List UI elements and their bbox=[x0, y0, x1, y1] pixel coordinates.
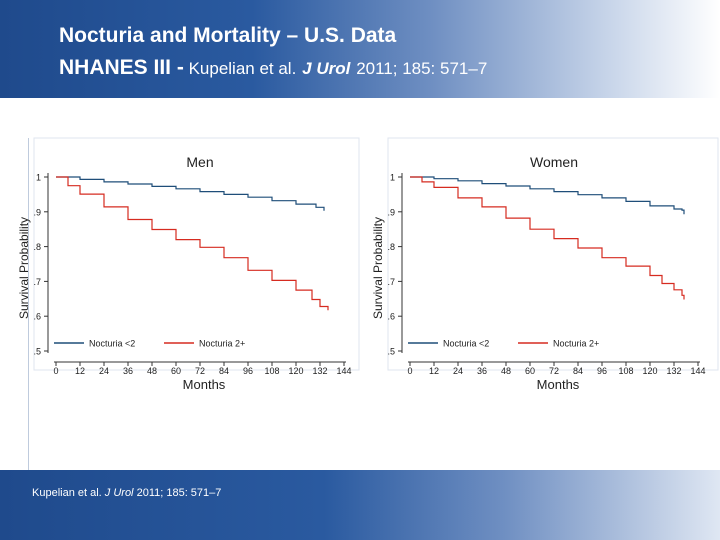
chart-panel-1: Women .5 .6 .7 .8 .9 1 0 12 24 36 48 60 72 84 96 108 120 1… bbox=[371, 137, 719, 392]
y-axis-label: Survival Probability bbox=[17, 217, 31, 319]
x-tick-label: 72 bbox=[195, 366, 205, 376]
y-tick-label: .9 bbox=[33, 207, 41, 217]
series-line-1 bbox=[410, 176, 685, 300]
y-axis-label: Survival Probability bbox=[371, 217, 385, 319]
y-tick-label: .6 bbox=[33, 312, 41, 322]
chart-frame bbox=[33, 137, 360, 371]
chart-title: Women bbox=[530, 154, 578, 170]
x-tick-label: 24 bbox=[99, 366, 109, 376]
x-tick-label: 108 bbox=[264, 366, 279, 376]
legend-label: Nocturia <2 bbox=[89, 339, 135, 349]
x-axis-label: Months bbox=[537, 377, 580, 392]
subtitle-authors: Kupelian et al. bbox=[183, 59, 297, 78]
x-tick-label: 144 bbox=[690, 366, 705, 376]
x-tick-label: 48 bbox=[501, 366, 511, 376]
x-axis-label: Months bbox=[183, 377, 226, 392]
y-tick-label: .9 bbox=[387, 207, 395, 217]
series-line-0 bbox=[56, 176, 325, 211]
x-tick-label: 120 bbox=[642, 366, 657, 376]
left-divider-line bbox=[28, 138, 29, 470]
subtitle-bold: NHANES III - bbox=[59, 56, 184, 79]
title-banner bbox=[0, 0, 720, 98]
chart-title: Men bbox=[186, 154, 213, 170]
x-tick-label: 12 bbox=[429, 366, 439, 376]
series-line-1 bbox=[56, 176, 329, 311]
x-tick-label: 144 bbox=[336, 366, 351, 376]
x-tick-label: 12 bbox=[75, 366, 85, 376]
x-tick-label: 24 bbox=[453, 366, 463, 376]
x-tick-label: 36 bbox=[123, 366, 133, 376]
survival-charts: Men.5.6.7.8.910 12 24 36 48 60 72 84 96 108 120 132… bbox=[17, 137, 719, 392]
y-tick-label: .5 bbox=[33, 347, 41, 357]
legend-label: Nocturia 2+ bbox=[199, 339, 245, 349]
legend-label: Nocturia 2+ bbox=[553, 339, 599, 349]
x-tick-label: 36 bbox=[477, 366, 487, 376]
y-tick-label: .8 bbox=[387, 242, 395, 252]
chart-panel-0: Men .5 .6 .7 .8 .9 1 0 12 24 36 48 60 72 84 96 108 120 132… bbox=[17, 137, 360, 392]
x-tick-label: 84 bbox=[219, 366, 229, 376]
x-tick-label: 48 bbox=[147, 366, 157, 376]
chart-frame bbox=[387, 137, 719, 371]
y-tick-label: .6 bbox=[387, 312, 395, 322]
x-tick-label: 120 bbox=[288, 366, 303, 376]
y-tick-label: 1 bbox=[36, 173, 41, 183]
x-tick-label: 72 bbox=[549, 366, 559, 376]
series-line-0 bbox=[410, 176, 685, 215]
y-tick-label: .8 bbox=[33, 242, 41, 252]
x-tick-label: 0 bbox=[53, 366, 58, 376]
chart-legend: Nocturia <2 Nocturia 2+ bbox=[408, 339, 599, 349]
y-tick-label: .7 bbox=[387, 277, 395, 287]
x-tick-label: 60 bbox=[525, 366, 535, 376]
x-tick-label: 96 bbox=[243, 366, 253, 376]
y-tick-label: 1 bbox=[390, 173, 395, 183]
x-tick-label: 84 bbox=[573, 366, 583, 376]
x-tick-label: 132 bbox=[312, 366, 327, 376]
x-tick-label: 132 bbox=[666, 366, 681, 376]
slide-subtitle: NHANES III - Kupelian et al. J Urol 2011… bbox=[59, 56, 487, 80]
footer-journal: J Urol bbox=[104, 487, 134, 499]
x-tick-label: 96 bbox=[597, 366, 607, 376]
y-tick-label: .5 bbox=[387, 347, 395, 357]
subtitle-journal: J Urol bbox=[302, 59, 351, 78]
slide-title: Nocturia and Mortality – U.S. Data bbox=[59, 24, 397, 47]
footer-authors: Kupelian et al. bbox=[32, 487, 102, 499]
footer-ref: 2011; 185: 571–7 bbox=[136, 487, 222, 499]
x-tick-label: 0 bbox=[407, 366, 412, 376]
legend-label: Nocturia <2 bbox=[443, 339, 489, 349]
y-tick-label: .7 bbox=[33, 277, 41, 287]
subtitle-citation: 2011; 185: 571–7 bbox=[356, 59, 488, 78]
x-tick-label: 108 bbox=[618, 366, 633, 376]
footer-citation: Kupelian et al. J Urol 2011; 185: 571–7 bbox=[32, 487, 221, 499]
x-tick-label: 60 bbox=[171, 366, 181, 376]
chart-legend: Nocturia <2 Nocturia 2+ bbox=[54, 339, 245, 349]
footer-band bbox=[0, 470, 720, 540]
